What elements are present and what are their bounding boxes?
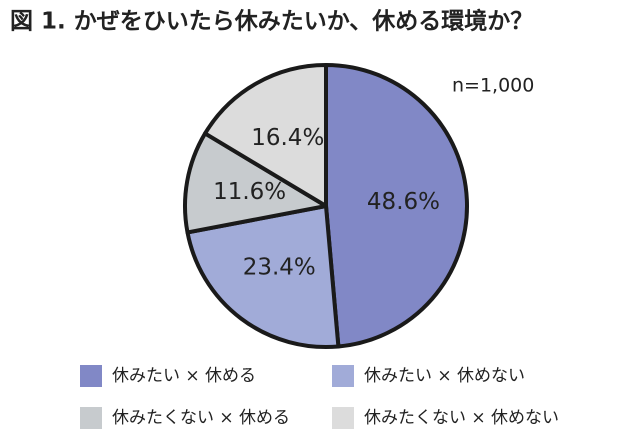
legend-swatch (332, 365, 354, 387)
legend-label: 休みたい × 休める (112, 366, 256, 386)
legend-swatch (80, 407, 102, 429)
pie-slice (185, 204, 341, 349)
legend-swatch (332, 407, 354, 429)
legend-label: 休みたくない × 休めない (364, 408, 559, 428)
pie-slice (324, 63, 469, 349)
slice-label: 48.6% (367, 189, 440, 215)
chart-title: 図 1. かぜをひいたら休みたいか、休める環境か？ (10, 8, 533, 35)
slice-label: 23.4% (243, 254, 316, 280)
pie-slice (203, 63, 328, 208)
slice-label: 16.4% (251, 125, 324, 151)
pie-slice (183, 131, 328, 235)
legend-swatch (80, 365, 102, 387)
legend-label: 休みたくない × 休める (112, 408, 290, 428)
annotation: n=1,000 (452, 75, 534, 97)
slice-label: 11.6% (213, 179, 286, 205)
legend-label: 休みたい × 休めない (364, 366, 525, 386)
